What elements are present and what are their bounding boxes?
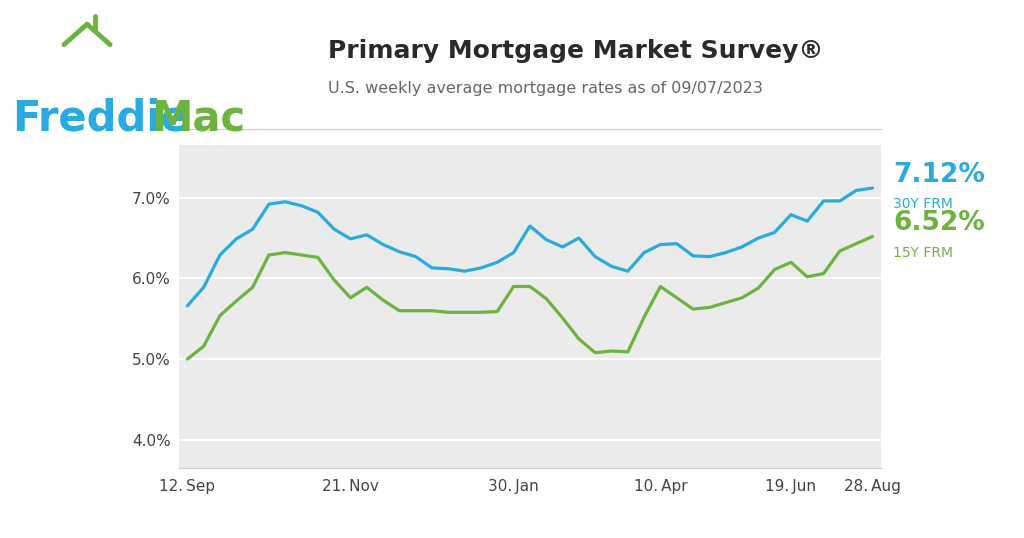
Text: 7.12%: 7.12% [893, 161, 985, 188]
Text: 30Y FRM: 30Y FRM [893, 197, 952, 211]
Text: Freddie: Freddie [12, 98, 189, 140]
Text: 15Y FRM: 15Y FRM [893, 245, 953, 260]
Text: Primary Mortgage Market Survey®: Primary Mortgage Market Survey® [328, 39, 823, 63]
Text: Mac: Mac [152, 98, 246, 140]
Text: U.S. weekly average mortgage rates as of 09/07/2023: U.S. weekly average mortgage rates as of… [328, 81, 763, 96]
Text: 6.52%: 6.52% [893, 210, 985, 236]
